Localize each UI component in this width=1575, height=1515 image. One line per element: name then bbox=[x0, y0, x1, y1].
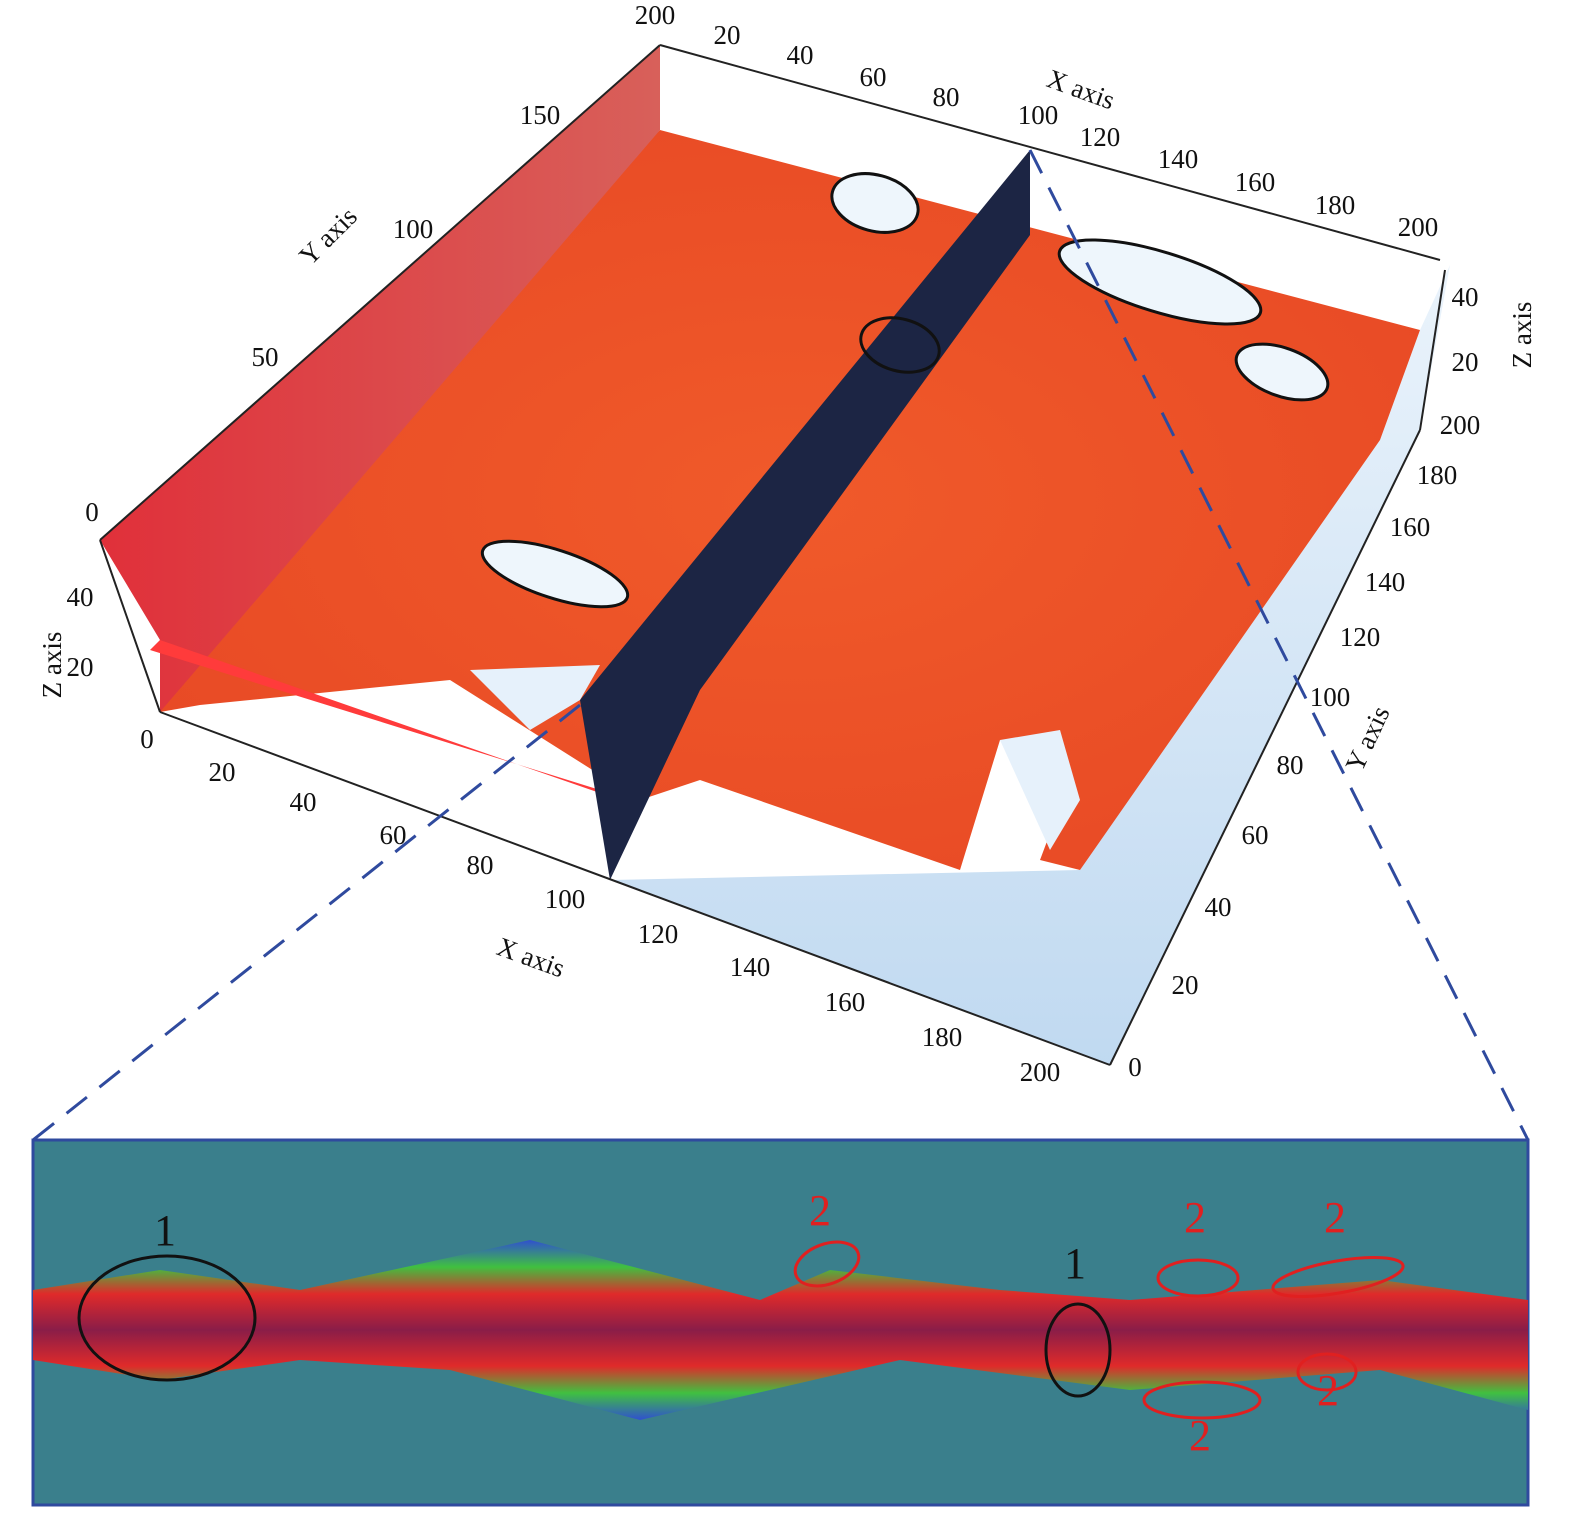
void-ellipse bbox=[830, 172, 920, 234]
ice-patch bbox=[470, 665, 600, 730]
zoom-markers bbox=[77, 1240, 1405, 1420]
tick-label: 20 bbox=[1172, 970, 1199, 1000]
tick-label: 20 bbox=[1452, 347, 1479, 377]
axis-title: Y axis bbox=[1339, 701, 1395, 776]
projection-lines bbox=[32, 149, 1530, 1142]
tick-label: 80 bbox=[1277, 750, 1304, 780]
tick-label: 200 bbox=[635, 0, 676, 30]
region-label: 2 bbox=[809, 1186, 831, 1235]
side-wall bbox=[100, 45, 660, 712]
tick-label: 200 bbox=[1020, 1057, 1061, 1087]
region-label: 2 bbox=[1189, 1411, 1211, 1460]
tick-label: 0 bbox=[140, 724, 154, 754]
ice-patch bbox=[1000, 730, 1080, 850]
tick-label: 100 bbox=[1310, 682, 1351, 712]
void-ellipse bbox=[1234, 342, 1330, 402]
tick-label: 80 bbox=[933, 82, 960, 112]
void-ellipse bbox=[480, 539, 630, 609]
tick-label: 20 bbox=[209, 757, 236, 787]
slice-band bbox=[33, 1240, 1528, 1420]
void-ellipse bbox=[1057, 238, 1263, 326]
tick-label: 40 bbox=[1452, 282, 1479, 312]
tick-label: 140 bbox=[1158, 144, 1199, 174]
axis-title: Y axis bbox=[293, 201, 363, 271]
tick-label: 40 bbox=[1205, 892, 1232, 922]
ice-volume bbox=[610, 265, 1450, 1065]
tick-label: 180 bbox=[922, 1022, 963, 1052]
tick-label: 0 bbox=[85, 497, 99, 527]
tick-label: 180 bbox=[1417, 460, 1458, 490]
tick-label: 40 bbox=[787, 40, 814, 70]
tick-label: 20 bbox=[67, 652, 94, 682]
tick-label: 60 bbox=[860, 62, 887, 92]
tick-label: 20 bbox=[714, 20, 741, 50]
tick-label: 120 bbox=[1080, 122, 1121, 152]
axis-title: Z axis bbox=[1507, 302, 1537, 369]
tick-label: 160 bbox=[1235, 167, 1276, 197]
void-markers bbox=[480, 172, 1330, 609]
tick-label: 100 bbox=[393, 214, 434, 244]
tick-label: 120 bbox=[638, 919, 679, 949]
tick-label: 200 bbox=[1398, 212, 1439, 242]
tick-label: 140 bbox=[1365, 567, 1406, 597]
tick-label: 140 bbox=[730, 952, 771, 982]
tick-label: 100 bbox=[545, 884, 586, 914]
cut-plane bbox=[580, 150, 1030, 880]
region-label: 2 bbox=[1184, 1193, 1206, 1242]
edge-band bbox=[150, 640, 620, 800]
tick-label: 160 bbox=[825, 987, 866, 1017]
region-label: 2 bbox=[1324, 1193, 1346, 1242]
tick-label: 200 bbox=[1440, 410, 1481, 440]
tick-label: 0 bbox=[1128, 1052, 1142, 1082]
tick-label: 60 bbox=[1242, 820, 1269, 850]
tick-label: 40 bbox=[290, 787, 317, 817]
tick-label: 160 bbox=[1390, 512, 1431, 542]
tick-label: 150 bbox=[520, 100, 561, 130]
axis-lines bbox=[99, 44, 1446, 1066]
void-ellipse bbox=[859, 316, 941, 374]
tick-label: 40 bbox=[67, 582, 94, 612]
region-label: 2 bbox=[1317, 1366, 1339, 1415]
axis-title: X axis bbox=[493, 931, 569, 983]
tick-label: 120 bbox=[1340, 622, 1381, 652]
tick-label: 180 bbox=[1315, 190, 1356, 220]
region-label: 1 bbox=[1064, 1239, 1086, 1288]
tick-label: 60 bbox=[380, 820, 407, 850]
tick-label: 100 bbox=[1018, 100, 1059, 130]
tick-label: 50 bbox=[252, 342, 279, 372]
axis-title: Z axis bbox=[37, 632, 67, 699]
region-label: 1 bbox=[154, 1206, 176, 1255]
tick-label: 80 bbox=[467, 850, 494, 880]
